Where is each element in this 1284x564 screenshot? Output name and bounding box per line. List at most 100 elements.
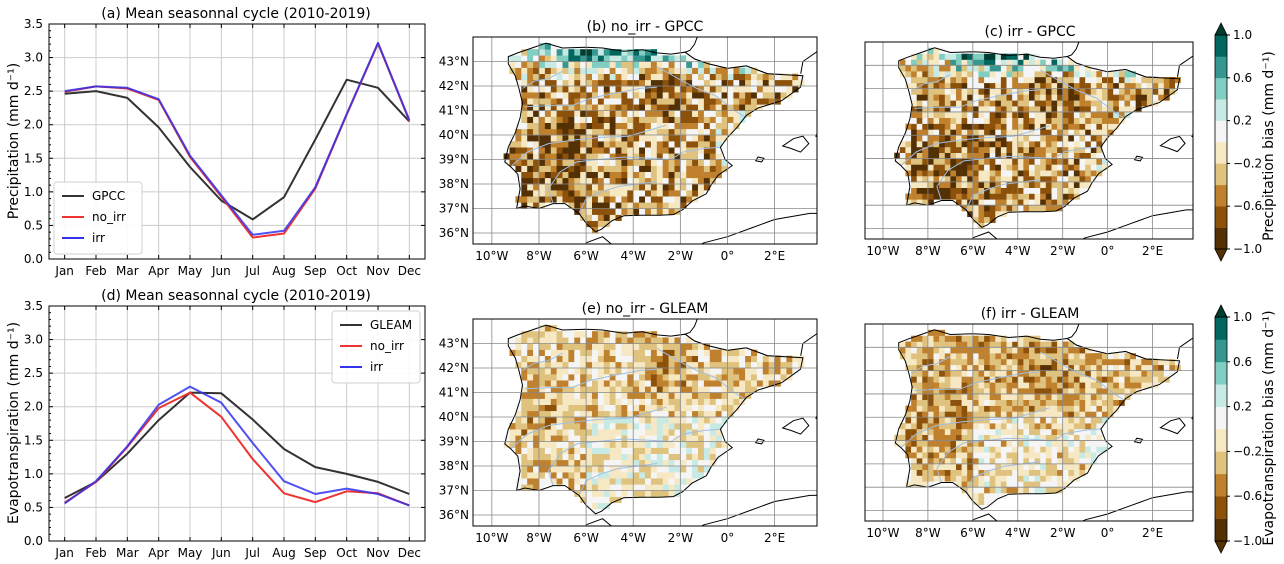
grid-cell <box>539 374 546 381</box>
grid-cell <box>533 184 540 191</box>
grid-cell <box>1057 205 1063 212</box>
grid-cell <box>1000 370 1007 377</box>
grid-cell <box>1012 65 1019 72</box>
grid-cell <box>656 116 663 123</box>
grid-cell <box>1113 82 1120 89</box>
grid-cell <box>933 111 940 118</box>
grid-cell <box>621 141 628 148</box>
grid-cell <box>562 184 569 191</box>
grid-cell <box>627 55 634 62</box>
grid-cell <box>609 447 616 454</box>
grid-cell <box>680 61 687 68</box>
x-tick-label: Aug <box>272 546 295 560</box>
grid-cell <box>978 481 985 488</box>
grid-cell <box>1062 423 1069 430</box>
grid-cell <box>916 423 923 430</box>
grid-cell <box>674 447 681 454</box>
x-tick-label: Jun <box>211 546 231 560</box>
grid-cell <box>1079 158 1086 165</box>
grid-cell <box>597 343 605 350</box>
map-area: 10°W 8°W 6°W 4°W 2°W 0° 2°E <box>864 323 1194 540</box>
grid-cell <box>1040 469 1047 476</box>
grid-cell <box>927 364 934 371</box>
grid-cell <box>703 79 711 87</box>
grid-cell <box>639 184 646 191</box>
grid-cell <box>698 429 705 436</box>
grid-cell <box>680 67 687 74</box>
grid-cell <box>656 435 663 442</box>
grid-cell <box>597 177 605 185</box>
grid-cell <box>911 434 917 441</box>
grid-cell <box>650 466 658 473</box>
grid-cell <box>521 116 528 123</box>
grid-cell <box>911 193 917 200</box>
grid-cell <box>515 61 522 68</box>
grid-cell <box>1012 353 1019 360</box>
grid-cell <box>609 349 616 356</box>
grid-cell <box>733 79 740 87</box>
grid-cell <box>709 116 716 123</box>
grid-cell <box>568 337 575 344</box>
grid-cell <box>639 79 646 87</box>
grid-cell <box>1006 388 1013 395</box>
colorbar-label: Precipitation bias (mm d⁻¹) <box>1261 51 1277 241</box>
grid-cell <box>911 123 917 130</box>
grid-cell <box>1163 88 1170 95</box>
grid-cell <box>650 61 658 68</box>
grid-cell <box>1057 475 1063 482</box>
grid-cell <box>1012 359 1019 366</box>
grid-cell <box>715 165 722 172</box>
grid-cell <box>911 53 917 60</box>
grid-cell <box>539 171 546 179</box>
lon-tick-label: 10°W <box>866 244 899 258</box>
grid-cell <box>580 49 587 56</box>
grid-cell <box>939 446 945 453</box>
grid-cell <box>950 469 957 476</box>
grid-cell <box>911 364 917 371</box>
grid-cell <box>615 153 622 160</box>
grid-cell <box>933 347 940 354</box>
grid-cell <box>668 79 675 87</box>
grid-cell <box>597 453 605 461</box>
grid-cell <box>539 343 546 350</box>
grid-cell <box>721 417 728 424</box>
grid-cell <box>995 94 1002 101</box>
grid-cell <box>650 184 658 191</box>
grid-cell <box>562 343 569 350</box>
grid-cell <box>1073 170 1080 177</box>
grid-cell <box>1096 411 1103 418</box>
grid-cell <box>944 88 951 95</box>
grid-cell <box>550 135 557 142</box>
grid-cell <box>603 171 610 179</box>
grid-cell <box>556 86 563 93</box>
grid-cell <box>580 441 587 448</box>
grid-cell <box>1113 77 1120 84</box>
y-tick-label: 0.5 <box>24 218 43 232</box>
grid-cell <box>956 106 962 113</box>
grid-cell <box>656 122 663 130</box>
grid-cell <box>1113 106 1120 113</box>
grid-cell <box>680 472 687 479</box>
grid-cell <box>1051 100 1058 107</box>
grid-cell <box>592 459 599 467</box>
grid-cell <box>1085 376 1092 383</box>
grid-cell <box>562 73 569 81</box>
grid-cell <box>1023 341 1030 348</box>
grid-cell <box>556 410 563 418</box>
grid-cell <box>922 434 929 441</box>
x-tick-label: Jan <box>54 264 74 278</box>
grid-cell <box>1096 152 1103 159</box>
grid-cell <box>574 184 581 191</box>
grid-cell <box>961 359 968 366</box>
grid-cell <box>633 447 640 454</box>
grid-cell <box>533 116 540 123</box>
map-e: (e) no_irr - GLEAM 10°W 8°W 6°W 4°W 2°W 0° 2°E… <box>439 301 818 545</box>
grid-cell <box>668 184 675 191</box>
grid-cell <box>621 92 628 99</box>
grid-cell <box>645 86 652 93</box>
grid-cell <box>978 141 985 148</box>
grid-cell <box>533 98 540 105</box>
grid-cell <box>580 110 587 117</box>
lon-tick-label: 4°W <box>620 531 646 545</box>
grid-cell <box>715 417 722 424</box>
